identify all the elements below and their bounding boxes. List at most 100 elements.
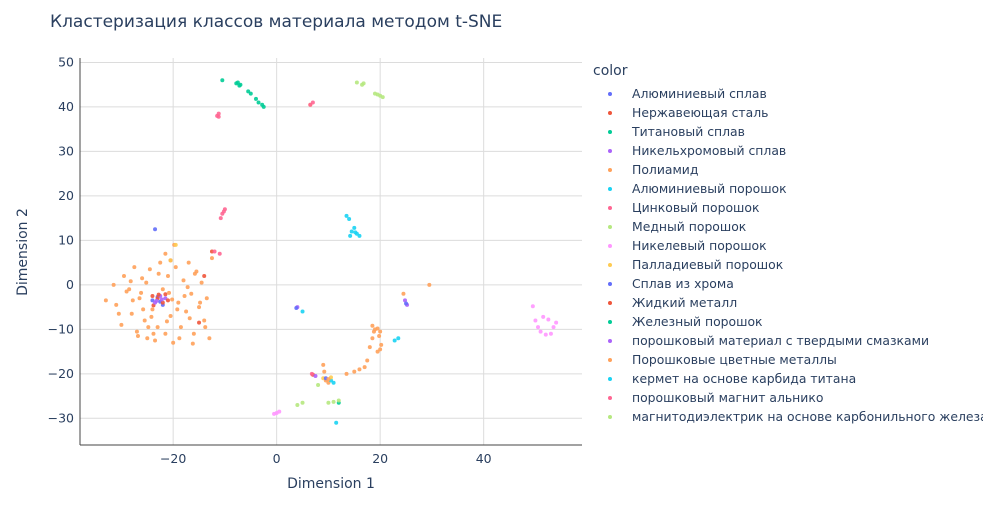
- legend-label: Полиамид: [632, 162, 699, 177]
- data-point: [216, 111, 221, 116]
- legend-marker-icon: [608, 300, 612, 305]
- series-13: [234, 81, 341, 405]
- data-point: [331, 380, 336, 385]
- data-point: [163, 251, 168, 256]
- data-point: [163, 296, 168, 301]
- data-point: [352, 369, 357, 374]
- legend-marker-icon: [608, 281, 612, 286]
- data-point: [156, 271, 161, 276]
- data-point: [300, 309, 305, 314]
- x-axis-title: Dimension 1: [287, 476, 375, 492]
- legend-item[interactable]: Алюминиевый порошок: [605, 179, 983, 198]
- data-point: [331, 399, 336, 404]
- legend-item[interactable]: порошковый магнит альнико: [605, 388, 983, 407]
- legend-item[interactable]: Цинковый порошок: [605, 198, 983, 217]
- legend-item[interactable]: порошковый материал с твердыми смазками: [605, 331, 983, 350]
- legend-marker-icon: [608, 262, 612, 267]
- data-point: [316, 382, 321, 387]
- legend-item[interactable]: Сплав из хрома: [605, 274, 983, 293]
- data-point: [216, 114, 221, 119]
- legend-item[interactable]: Медный порошок: [605, 217, 983, 236]
- legend-item[interactable]: Железный порошок: [605, 312, 983, 331]
- data-point: [401, 291, 406, 296]
- legend-item[interactable]: магнитодиэлектрик на основе карбонильног…: [605, 407, 983, 426]
- data-point: [377, 334, 382, 339]
- data-point: [160, 287, 165, 292]
- data-point: [309, 371, 314, 376]
- legend-marker-icon: [608, 243, 612, 248]
- data-point: [178, 325, 183, 330]
- data-point: [404, 301, 409, 306]
- data-point: [198, 300, 203, 305]
- x-tick-label: 40: [476, 451, 492, 466]
- data-point: [168, 258, 173, 263]
- legend-marker-icon: [608, 148, 612, 153]
- legend-marker-icon: [608, 129, 612, 134]
- data-point: [191, 331, 196, 336]
- series-6: [300, 213, 401, 425]
- data-point: [124, 289, 129, 294]
- data-point: [158, 260, 163, 265]
- data-point: [181, 278, 186, 283]
- legend-item[interactable]: Полиамид: [605, 160, 983, 179]
- legend-marker-icon: [608, 167, 612, 172]
- legend-item[interactable]: Никельхромовый сплав: [605, 141, 983, 160]
- data-point: [326, 400, 331, 405]
- legend-label: магнитодиэлектрик на основе карбонильног…: [632, 409, 983, 424]
- data-point: [357, 367, 362, 372]
- series-8: [354, 80, 385, 100]
- y-tick-label: 20: [58, 188, 74, 203]
- data-point: [375, 349, 380, 354]
- data-point: [176, 300, 181, 305]
- legend-label: Алюминиевый сплав: [632, 86, 767, 101]
- grid-layer: [80, 58, 582, 445]
- data-point: [375, 326, 380, 331]
- data-point: [334, 420, 339, 425]
- data-point: [237, 83, 242, 88]
- data-point: [130, 298, 135, 303]
- series-10: [168, 242, 333, 381]
- data-point: [277, 409, 282, 414]
- data-point: [129, 311, 134, 316]
- data-point: [234, 81, 239, 86]
- data-point: [551, 325, 556, 330]
- data-point: [354, 80, 359, 85]
- data-point: [190, 341, 195, 346]
- legend-item[interactable]: Жидкий металл: [605, 293, 983, 312]
- data-point: [150, 298, 155, 303]
- legend-label: Палладиевый порошок: [632, 257, 784, 272]
- data-point: [171, 340, 176, 345]
- data-point: [403, 298, 408, 303]
- data-point: [116, 311, 121, 316]
- legend-item[interactable]: Алюминиевый сплав: [605, 84, 983, 103]
- legend-label: кермет на основе карбида титана: [632, 371, 857, 386]
- data-point: [294, 305, 299, 310]
- y-tick-label: −30: [48, 410, 74, 425]
- legend-label: Никельхромовый сплав: [632, 143, 787, 158]
- legend-label: Сплав из хрома: [632, 276, 734, 291]
- data-point: [145, 336, 150, 341]
- legend-item[interactable]: Титановый сплав: [605, 122, 983, 141]
- data-point: [144, 280, 149, 285]
- data-point: [149, 314, 154, 319]
- legend-item[interactable]: кермет на основе карбида титана: [605, 369, 983, 388]
- data-point: [543, 332, 548, 337]
- data-point: [154, 298, 159, 303]
- data-point: [392, 338, 397, 343]
- legend-item[interactable]: Порошковые цветные металлы: [605, 350, 983, 369]
- data-point: [321, 362, 326, 367]
- data-point: [326, 377, 331, 382]
- legend-marker-icon: [608, 91, 612, 96]
- legend-item[interactable]: Палладиевый порошок: [605, 255, 983, 274]
- data-point: [256, 100, 261, 105]
- data-point: [261, 104, 266, 109]
- data-point: [326, 380, 331, 385]
- data-point: [396, 336, 401, 341]
- legend-item[interactable]: Нержавеющая сталь: [605, 103, 983, 122]
- data-point: [361, 81, 366, 86]
- data-point: [134, 329, 139, 334]
- data-point: [173, 242, 178, 247]
- legend-item[interactable]: Никелевый порошок: [605, 236, 983, 255]
- data-point: [197, 305, 202, 310]
